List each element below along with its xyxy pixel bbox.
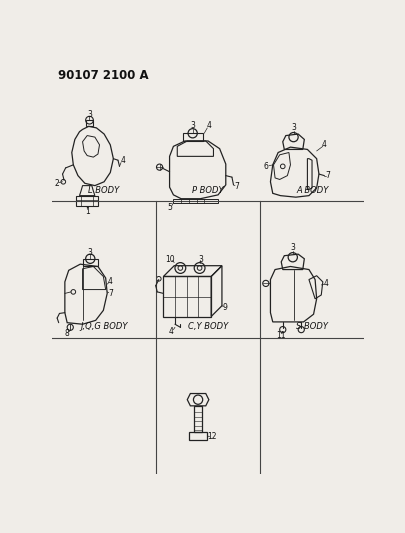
Text: 1: 1 (85, 206, 90, 215)
Text: S BODY: S BODY (296, 322, 327, 332)
Text: 3: 3 (190, 121, 195, 130)
Text: A BODY: A BODY (295, 185, 328, 195)
Text: 7: 7 (108, 289, 113, 298)
Text: 3: 3 (290, 123, 295, 132)
Text: 12: 12 (207, 432, 216, 441)
Text: P BODY: P BODY (192, 185, 223, 195)
Text: 3: 3 (87, 109, 92, 118)
Text: 6: 6 (263, 162, 268, 171)
Text: 90107 2100 A: 90107 2100 A (58, 69, 148, 82)
Text: 4: 4 (323, 279, 328, 288)
Text: 10: 10 (164, 255, 174, 264)
Text: 4: 4 (206, 121, 211, 130)
Text: 3: 3 (87, 248, 92, 257)
Text: 4: 4 (120, 156, 125, 165)
Text: 3: 3 (290, 244, 294, 253)
Text: C,Y BODY: C,Y BODY (188, 322, 228, 332)
Text: 3: 3 (198, 255, 202, 264)
Text: L BODY: L BODY (88, 185, 119, 195)
Text: 9: 9 (222, 303, 227, 312)
Text: 7: 7 (324, 171, 329, 180)
Text: 4: 4 (108, 277, 113, 286)
Text: 7: 7 (234, 182, 239, 191)
Text: 8: 8 (65, 329, 69, 338)
Text: 4: 4 (168, 327, 173, 336)
Text: 4: 4 (321, 140, 326, 149)
Text: 5: 5 (167, 204, 172, 213)
Text: 11: 11 (275, 332, 284, 340)
Text: 2: 2 (54, 179, 59, 188)
Text: J,Q,G BODY: J,Q,G BODY (80, 322, 127, 332)
